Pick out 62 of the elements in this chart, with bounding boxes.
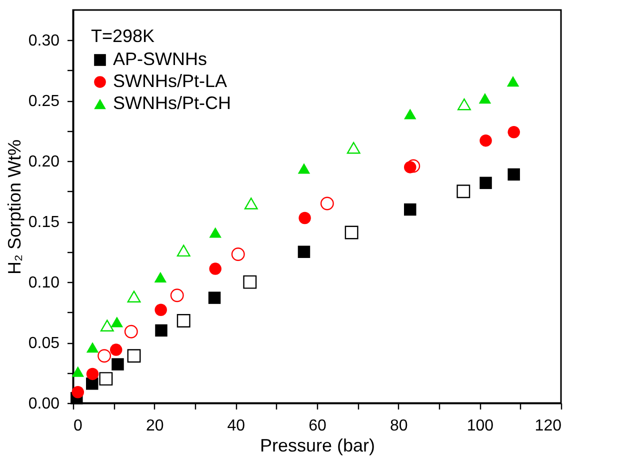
x-tick-label: 80 xyxy=(390,418,408,434)
legend-label: SWNHs/Pt-LA xyxy=(113,71,228,91)
point xyxy=(508,168,520,181)
x-axis-title: Pressure (bar) xyxy=(260,436,376,456)
point xyxy=(86,368,99,380)
point xyxy=(480,134,492,147)
point xyxy=(298,246,310,258)
legend-label: SWNHs/Pt-CH xyxy=(113,93,231,113)
point xyxy=(72,366,84,377)
legend-title: T=298K xyxy=(91,26,155,46)
x-tick-label: 20 xyxy=(146,418,164,434)
legend-label: AP-SWNHs xyxy=(113,49,207,69)
point xyxy=(110,344,122,356)
point xyxy=(112,358,124,370)
point xyxy=(344,226,358,240)
x-tick-label: 60 xyxy=(308,418,326,434)
y-tick-label: 0.00 xyxy=(28,396,60,412)
point xyxy=(98,349,112,363)
point xyxy=(298,163,310,174)
y-tick-label: 0.20 xyxy=(28,154,60,171)
point xyxy=(298,212,311,224)
point xyxy=(478,92,492,104)
point xyxy=(110,316,124,328)
point xyxy=(457,98,471,110)
point xyxy=(320,196,334,210)
y-tick-label: 0.25 xyxy=(28,93,60,110)
point xyxy=(456,184,470,198)
point xyxy=(127,349,141,363)
point xyxy=(406,159,420,173)
y-tick-label: 0.30 xyxy=(28,32,60,50)
point xyxy=(176,314,190,328)
point xyxy=(208,292,221,304)
y-tick-label: 0.15 xyxy=(28,214,60,232)
point xyxy=(124,324,138,338)
point xyxy=(155,324,168,337)
point xyxy=(404,203,416,216)
y-tick-label: 0.05 xyxy=(28,335,60,352)
point xyxy=(506,76,520,87)
point xyxy=(243,275,257,289)
x-tick-label: 120 xyxy=(534,418,562,434)
point xyxy=(209,227,222,238)
point xyxy=(176,244,190,257)
x-tick-label: 100 xyxy=(466,418,494,434)
point xyxy=(100,320,114,332)
point xyxy=(154,272,167,283)
point xyxy=(508,126,520,138)
point xyxy=(99,372,113,386)
point xyxy=(480,176,492,190)
x-tick-label: 0 xyxy=(74,418,82,434)
x-tick-label: 40 xyxy=(227,418,246,434)
point xyxy=(244,198,258,210)
point xyxy=(170,288,184,302)
point xyxy=(154,304,167,316)
point xyxy=(209,262,222,275)
point xyxy=(86,342,99,353)
point xyxy=(346,142,360,154)
y-tick-label: 0.10 xyxy=(28,274,60,292)
point xyxy=(231,248,245,261)
point xyxy=(127,290,141,302)
y-axis-title: H₂ Sorption Wt% xyxy=(4,139,24,275)
point xyxy=(72,386,84,398)
point xyxy=(404,108,416,120)
